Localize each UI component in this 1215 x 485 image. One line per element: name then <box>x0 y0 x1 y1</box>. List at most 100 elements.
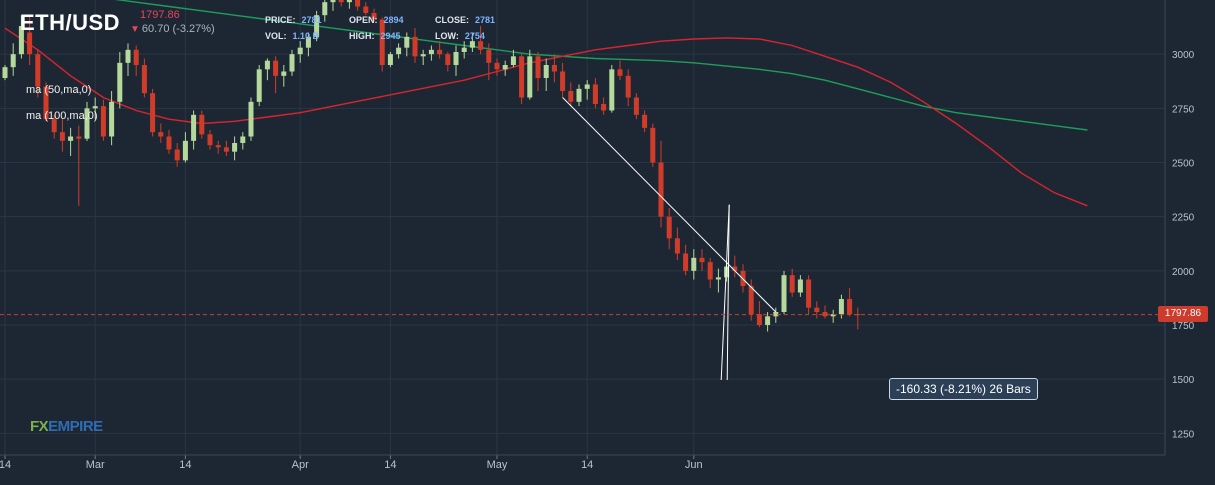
candle-body <box>765 316 771 325</box>
candle <box>223 140 229 156</box>
candle-body <box>527 56 533 98</box>
indicator-ma100-label[interactable]: ma (100,ma,0) <box>26 110 98 122</box>
candle-body <box>305 36 311 48</box>
candle-body <box>838 299 844 315</box>
candle <box>601 97 607 115</box>
candle-body <box>773 312 779 317</box>
candle <box>68 127 74 156</box>
stat-vol: VOL: 1.10 B <box>265 31 319 41</box>
candle-body <box>346 0 352 3</box>
candle-body <box>297 47 303 55</box>
candle-body <box>428 49 434 55</box>
candle <box>814 301 820 319</box>
candle-body <box>822 312 828 317</box>
candle <box>404 32 410 57</box>
measure-pointer-a <box>720 204 730 381</box>
candle-body <box>478 41 484 50</box>
candle <box>830 309 836 323</box>
candle-body <box>437 49 443 55</box>
candle-body <box>125 49 131 63</box>
candle-body <box>59 132 65 141</box>
candle-body <box>601 104 607 111</box>
candle-body <box>420 54 426 57</box>
candle-body <box>363 6 369 13</box>
symbol-title: ETH/USD <box>20 10 121 35</box>
candle-body <box>658 162 664 217</box>
indicator-ma50-label[interactable]: ma (50,ma,0) <box>26 84 92 96</box>
candle-body <box>494 62 500 70</box>
candle <box>699 249 705 271</box>
measure-label: -160.33 (-8.21%) 26 Bars <box>889 378 1038 400</box>
candle-body <box>551 65 557 72</box>
candle-body <box>18 26 24 55</box>
candle <box>150 88 156 137</box>
candle <box>633 93 639 120</box>
candle-body <box>92 106 98 109</box>
y-tick-label: 2500 <box>1172 159 1195 170</box>
candle <box>297 41 303 63</box>
candle <box>732 255 738 278</box>
candle-body <box>609 69 615 111</box>
candle-body <box>166 136 172 150</box>
candle-body <box>289 54 295 72</box>
candle-body <box>264 60 270 70</box>
candle <box>650 123 656 167</box>
candle-body <box>650 127 656 163</box>
candle-body <box>617 69 623 76</box>
x-tick-label: 14 <box>179 459 191 471</box>
candle-body <box>191 114 197 141</box>
candle-body <box>27 32 33 55</box>
stat-price-value: 2781 <box>301 15 322 25</box>
candle <box>453 45 459 76</box>
candle-body <box>248 101 254 137</box>
candle-body <box>519 56 525 98</box>
candle <box>773 307 779 323</box>
candle <box>707 257 713 289</box>
candle-body <box>150 93 156 133</box>
candle-body <box>666 216 672 239</box>
stat-close: CLOSE: 2781 <box>435 15 495 25</box>
candle-body <box>68 136 74 141</box>
candle-body <box>748 286 754 315</box>
candle-body <box>683 253 689 271</box>
candle <box>215 140 221 154</box>
candle-body <box>707 262 713 280</box>
candle <box>379 17 385 72</box>
x-tick-label: 14 <box>0 459 11 471</box>
candle-body <box>174 149 180 161</box>
logo-empire: EMPIRE <box>48 418 103 435</box>
candle <box>592 78 598 109</box>
candle-body <box>76 136 82 139</box>
candle <box>232 136 238 161</box>
candle <box>437 41 443 59</box>
stat-close-value: 2781 <box>475 15 496 25</box>
candle <box>199 110 205 139</box>
candle-body <box>781 275 787 312</box>
candle <box>109 91 115 146</box>
candle-body <box>117 62 123 102</box>
candle-body <box>387 54 393 65</box>
candle-body <box>355 0 361 7</box>
candle <box>166 130 172 154</box>
candle <box>314 10 320 42</box>
candle <box>584 80 590 100</box>
candle <box>273 56 279 94</box>
candle-body <box>141 65 147 94</box>
candle <box>683 244 689 276</box>
candle-body <box>100 106 106 137</box>
candle-body <box>43 86 49 120</box>
candle <box>43 82 49 122</box>
candle-body <box>322 2 328 16</box>
candle <box>519 54 525 104</box>
candle-body <box>396 47 402 55</box>
logo-fx: FX <box>30 418 49 435</box>
candle <box>691 249 697 280</box>
current-price-header: 1797.86 <box>140 9 180 21</box>
candle <box>822 305 828 319</box>
candle-body <box>543 65 549 78</box>
candle-body <box>584 84 590 89</box>
candle <box>346 0 352 9</box>
candle <box>674 227 680 260</box>
stat-open-key: OPEN: <box>349 15 378 25</box>
candle-body <box>35 54 41 87</box>
